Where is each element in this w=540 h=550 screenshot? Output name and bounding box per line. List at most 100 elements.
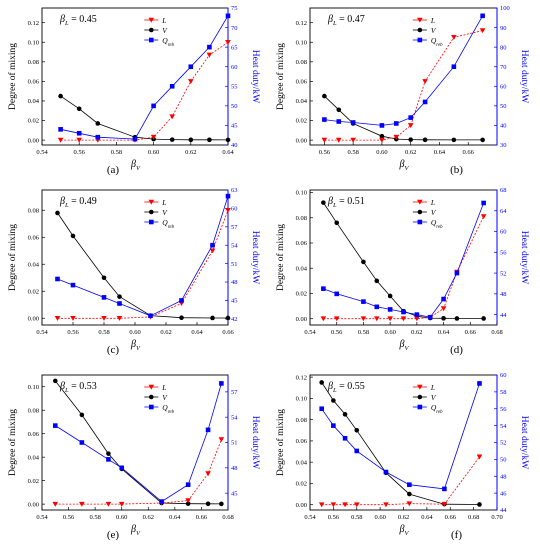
series-line-V (57, 212, 228, 319)
series-line-L (57, 210, 229, 319)
x-axis-label-main: β (399, 524, 405, 535)
data-point-Q (58, 127, 63, 132)
data-point-L (333, 316, 340, 322)
data-point-Q (451, 64, 457, 70)
data-point-Q (414, 312, 420, 317)
y2-tick-label: 50 (500, 103, 507, 110)
series-line-Q (324, 15, 483, 126)
series-Q (321, 200, 486, 320)
y-tick-label: 0.06 (28, 79, 40, 86)
x-axis-label-sub: V (404, 165, 409, 172)
x-axis-label-main: β (399, 159, 405, 170)
data-point-L (387, 316, 393, 322)
series-Q (319, 381, 482, 492)
panel-b: 0.56 0.58 0.60 0.62 0.64 0.66 0.00 0.02 0.04 0.06… (275, 5, 529, 176)
x-axis-label-main: β (130, 339, 136, 350)
x-tick-label: 0.60 (148, 149, 159, 156)
legend-marker-V (417, 209, 423, 215)
legend-label-L-main: L (430, 383, 435, 392)
x-tick-label: 0.54 (304, 329, 316, 336)
data-point-V (225, 137, 231, 143)
series-L (54, 207, 231, 321)
legend-label-V-main: V (431, 393, 437, 402)
param-annotation-main: β (59, 196, 65, 207)
y-axis-label: Degree of mixing (7, 43, 18, 110)
data-point-L (480, 214, 487, 220)
y2-tick-label: 60 (500, 83, 507, 90)
series-line-V (323, 202, 484, 319)
data-point-L (379, 137, 385, 143)
y-axis-label: Degree of mixing (275, 409, 286, 476)
data-point-L (185, 498, 191, 504)
data-point-V (207, 137, 212, 143)
data-point-Q (361, 299, 366, 304)
data-point-V (361, 259, 366, 265)
y-tick-label: 0.02 (28, 478, 39, 485)
data-point-V (76, 106, 82, 112)
x-tick-label: 0.66 (463, 149, 475, 156)
panel-label: (d) (450, 344, 463, 356)
y-tick-label: 0.12 (28, 20, 39, 27)
param-value: = 0.51 (337, 196, 365, 207)
legend-label-V: V (431, 26, 437, 35)
legend-label-Q-sub: reb (436, 410, 443, 415)
legend-label-V: V (431, 393, 437, 402)
legend-marker-V (417, 27, 423, 33)
legend-label-L: L (430, 198, 435, 207)
y2-tick-label: 50 (500, 457, 507, 464)
x-tick-label: 0.58 (347, 149, 358, 156)
legend-marker-Q (149, 219, 154, 225)
x-axis-label-main: β (399, 339, 405, 350)
y-tick-label: 0.10 (296, 190, 307, 197)
data-point-Q (401, 309, 406, 315)
y-tick-label: 0.08 (28, 207, 39, 214)
x-tick-label: 0.60 (374, 514, 385, 521)
series-Q (322, 13, 485, 128)
data-point-L (440, 306, 447, 312)
data-point-V (210, 315, 215, 321)
x-axis-label-sub: V (136, 530, 141, 537)
legend-label-V: V (162, 26, 168, 35)
data-point-Q (350, 120, 356, 125)
x-tick-label: 0.68 (491, 329, 502, 336)
panel-e: 0.54 0.56 0.58 0.60 0.62 0.64 0.66 0.68 0.00 0.02… (7, 374, 260, 541)
y2-tick-label: 52 (500, 270, 507, 277)
data-point-L (206, 52, 213, 58)
x-axis-label: βV (130, 524, 141, 537)
data-point-V (117, 294, 122, 299)
param-value: = 0.47 (337, 14, 365, 25)
param-value: = 0.45 (69, 14, 97, 25)
legend-label-Q: Qreb (162, 403, 174, 415)
legend-marker-Q (417, 404, 423, 410)
data-point-V (179, 315, 184, 321)
y2-tick-label: 46 (500, 490, 507, 497)
x-axis-label-sub: V (404, 345, 409, 352)
data-point-Q (205, 427, 211, 433)
legend-label-V-main: V (162, 393, 168, 402)
data-point-V (407, 491, 412, 497)
data-point-L (188, 79, 194, 84)
y2-tick-label: 42 (231, 316, 238, 323)
y-axis-label: Degree of mixing (275, 43, 286, 110)
series-L (318, 454, 483, 508)
data-point-V (52, 378, 58, 384)
legend-marker-L (417, 384, 423, 390)
y-tick-label: 0.00 (296, 502, 307, 509)
legend-label-V-main: V (162, 26, 168, 35)
data-point-Q (394, 121, 399, 126)
panel-label: (a) (107, 164, 120, 176)
data-point-V (101, 275, 107, 281)
x-tick-label: 0.64 (191, 329, 203, 336)
series-L (321, 28, 486, 143)
y2-tick-label: 45 (231, 490, 238, 497)
x-axis-label-sub: V (404, 530, 409, 537)
data-point-Q (383, 469, 389, 475)
data-point-Q (481, 200, 486, 206)
y-tick-label: 0.00 (28, 501, 39, 508)
legend-marker-Q (417, 37, 423, 43)
data-point-Q (79, 440, 85, 445)
y2-tick-label: 70 (231, 25, 238, 32)
data-point-L (118, 501, 125, 507)
data-point-Q (95, 134, 101, 140)
data-point-Q (188, 64, 194, 70)
